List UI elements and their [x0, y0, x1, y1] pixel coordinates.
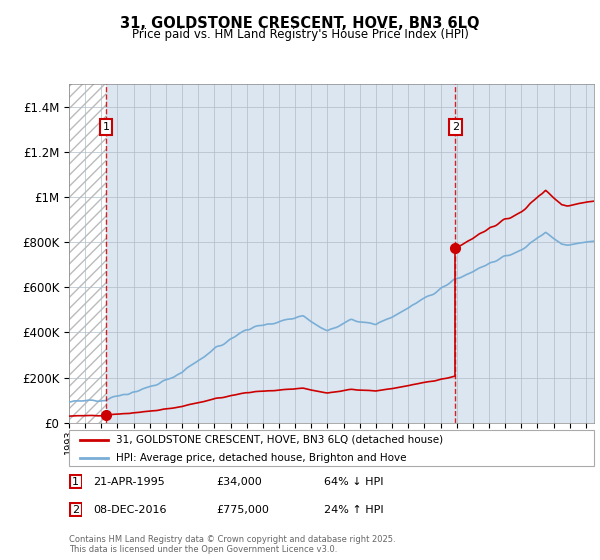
Text: 31, GOLDSTONE CRESCENT, HOVE, BN3 6LQ (detached house): 31, GOLDSTONE CRESCENT, HOVE, BN3 6LQ (d…: [116, 435, 443, 445]
Text: £775,000: £775,000: [216, 505, 269, 515]
FancyBboxPatch shape: [70, 503, 82, 516]
Text: 24% ↑ HPI: 24% ↑ HPI: [324, 505, 383, 515]
Text: 31, GOLDSTONE CRESCENT, HOVE, BN3 6LQ: 31, GOLDSTONE CRESCENT, HOVE, BN3 6LQ: [120, 16, 480, 31]
FancyBboxPatch shape: [69, 430, 594, 466]
Text: Price paid vs. HM Land Registry's House Price Index (HPI): Price paid vs. HM Land Registry's House …: [131, 28, 469, 41]
Text: 64% ↓ HPI: 64% ↓ HPI: [324, 477, 383, 487]
Text: 1: 1: [103, 122, 110, 132]
Text: 2: 2: [72, 505, 79, 515]
FancyBboxPatch shape: [70, 475, 82, 488]
Text: HPI: Average price, detached house, Brighton and Hove: HPI: Average price, detached house, Brig…: [116, 453, 407, 463]
Text: 1: 1: [72, 477, 79, 487]
Text: Contains HM Land Registry data © Crown copyright and database right 2025.
This d: Contains HM Land Registry data © Crown c…: [69, 535, 395, 554]
Bar: [69, 84, 106, 423]
Text: 21-APR-1995: 21-APR-1995: [93, 477, 165, 487]
Text: 08-DEC-2016: 08-DEC-2016: [93, 505, 167, 515]
Text: £34,000: £34,000: [216, 477, 262, 487]
Text: 2: 2: [452, 122, 459, 132]
